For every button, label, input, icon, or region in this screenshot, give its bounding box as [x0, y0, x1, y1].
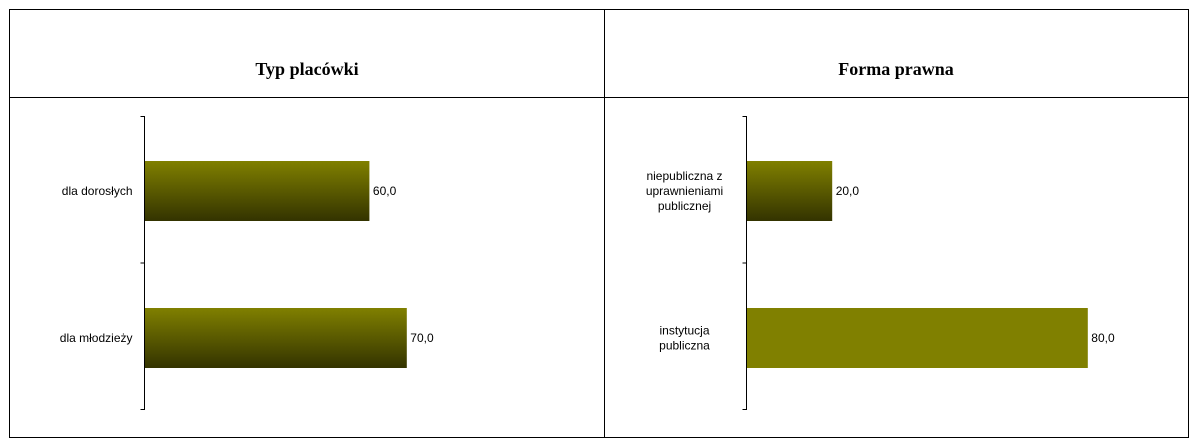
bar-2 — [145, 308, 407, 368]
category-label: niepubliczna z uprawnieniami publicznej — [646, 169, 723, 213]
data-label: 70,0 — [410, 331, 434, 345]
chart-forma-prawna: 20,0 niepubliczna z uprawnieniami publiczne… — [646, 116, 1115, 410]
bar-1 — [747, 161, 833, 221]
panel-title-forma-prawna: Forma prawna — [838, 59, 954, 79]
category-label: dla młodzieży — [60, 331, 133, 345]
data-label: 60,0 — [373, 184, 397, 198]
category-label: dla dorosłych — [62, 184, 133, 198]
data-label: 80,0 — [1091, 331, 1115, 345]
panel-title-typ-placowki: Typ placówki — [255, 59, 358, 79]
bar-2 — [747, 308, 1088, 368]
bar-1 — [145, 161, 370, 221]
chart-typ-placowki: 60,0 dla dorosłych 70,0 dla młodzieży — [60, 116, 434, 410]
outer-frame — [9, 9, 1189, 438]
data-label: 20,0 — [836, 184, 860, 198]
category-label: instytucja publiczna — [659, 324, 710, 353]
